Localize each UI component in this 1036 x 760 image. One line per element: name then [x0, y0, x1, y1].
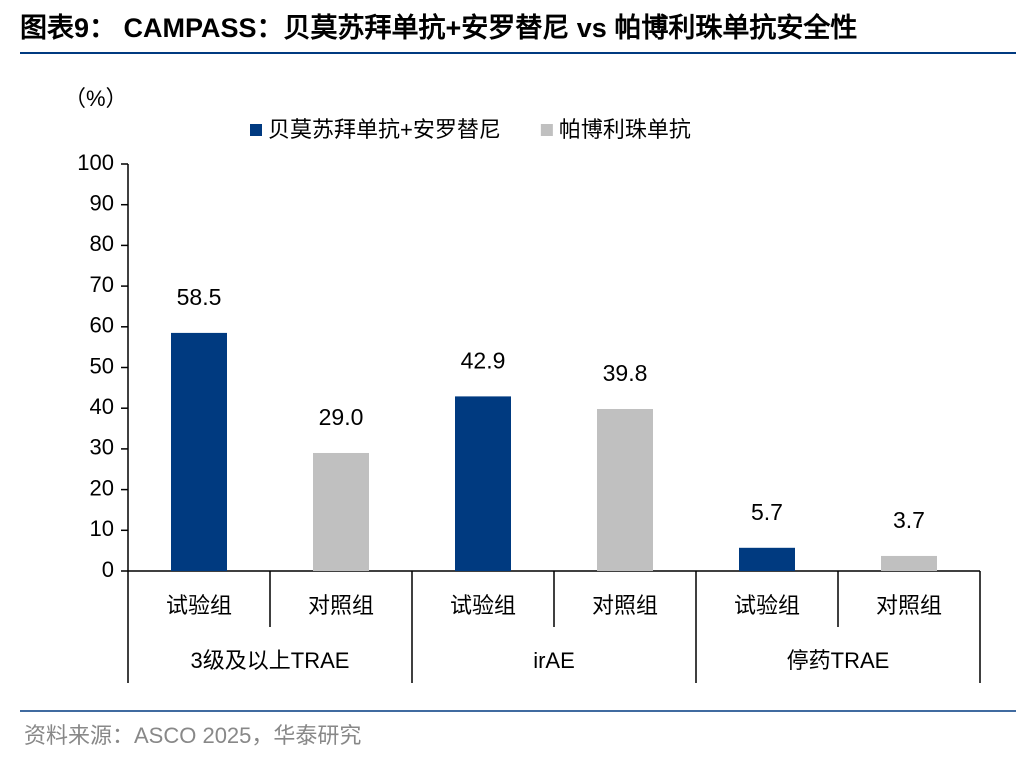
data-label: 42.9 — [461, 347, 506, 373]
bar — [455, 396, 511, 571]
bar — [881, 555, 937, 571]
y-tick-label: 40 — [90, 394, 114, 419]
x-tick-label: 对照组 — [592, 593, 658, 618]
bar — [313, 452, 369, 571]
data-label: 3.7 — [893, 507, 925, 533]
data-label: 58.5 — [177, 284, 222, 310]
y-axis-label: （%） — [64, 86, 128, 111]
bar — [739, 547, 795, 571]
y-tick-label: 20 — [90, 475, 114, 500]
y-tick-label: 100 — [77, 150, 114, 175]
source: 资料来源：ASCO 2025，华泰研究 — [24, 723, 361, 748]
data-label: 39.8 — [603, 360, 648, 386]
y-tick-label: 80 — [90, 231, 114, 256]
bar — [597, 409, 653, 571]
group-label: irAE — [533, 648, 575, 673]
y-tick-label: 0 — [102, 557, 114, 582]
x-tick-label: 试验组 — [734, 593, 800, 618]
y-tick-label: 10 — [90, 516, 114, 541]
x-tick-label: 试验组 — [450, 593, 516, 618]
group-label: 3级及以上TRAE — [191, 648, 350, 673]
legend-swatch — [250, 124, 262, 136]
y-tick-label: 70 — [90, 272, 114, 297]
y-tick-label: 90 — [90, 191, 114, 216]
legend-label: 帕博利珠单抗 — [559, 117, 691, 142]
y-tick-label: 60 — [90, 313, 114, 338]
x-tick-label: 试验组 — [166, 593, 232, 618]
legend-label: 贝莫苏拜单抗+安罗替尼 — [268, 117, 501, 142]
y-tick-label: 50 — [90, 353, 114, 378]
data-label: 29.0 — [319, 404, 364, 430]
y-tick-label: 30 — [90, 435, 114, 460]
legend-swatch — [540, 124, 553, 136]
x-tick-label: 对照组 — [876, 593, 942, 618]
x-tick-label: 对照组 — [308, 593, 374, 618]
group-label: 停药TRAE — [787, 648, 890, 673]
chart-title: 图表9： CAMPASS：贝莫苏拜单抗+安罗替尼 vs 帕博利珠单抗安全性 — [20, 12, 857, 43]
bar — [171, 332, 227, 571]
data-label: 5.7 — [751, 499, 783, 525]
